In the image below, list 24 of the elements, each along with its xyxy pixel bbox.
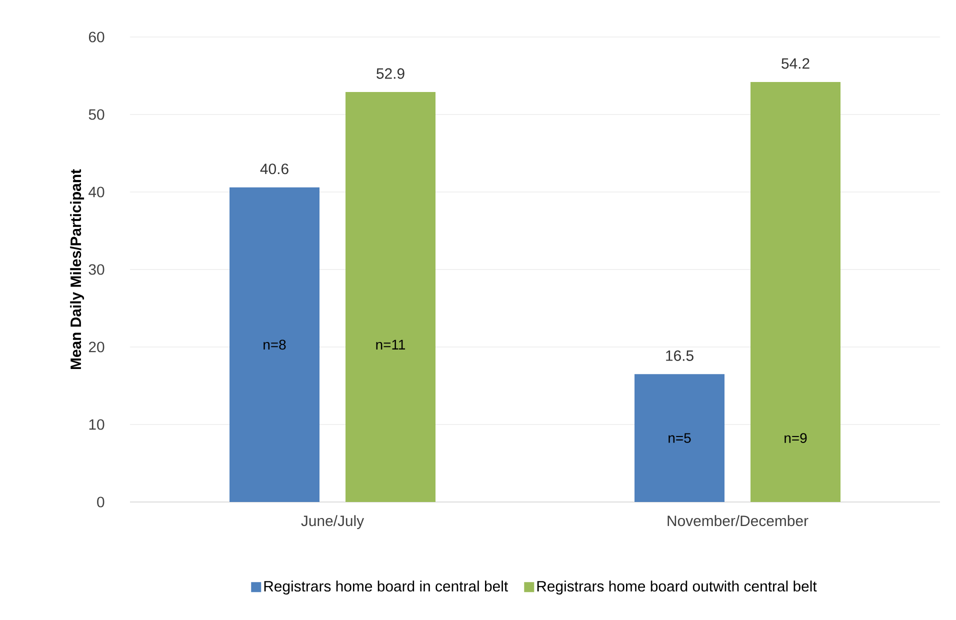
data-label: 52.9 [376, 68, 404, 79]
bar [634, 374, 725, 502]
legend-label: Registrars home board in central belt [264, 580, 508, 595]
annotation: n=9 [784, 433, 807, 444]
x-tick-label: November/December [668, 515, 808, 526]
y-tick-label: 60 [88, 32, 104, 42]
data-label: 40.6 [260, 164, 288, 174]
y-tick-label: 50 [88, 109, 104, 120]
bar [750, 82, 841, 502]
legend-label: Registrars home board outwith central belt [537, 580, 817, 595]
x-tick-label: June/July [301, 515, 364, 530]
y-tick-label: 40 [88, 186, 104, 198]
annotation: n=5 [668, 433, 691, 443]
data-label: 16.5 [666, 350, 694, 361]
y-tick-label: 30 [88, 264, 104, 275]
annotation: n=8 [264, 340, 286, 350]
y-tick-label: 10 [89, 419, 104, 430]
annotation: n=11 [376, 340, 406, 350]
y-tick-label: 20 [88, 342, 104, 352]
y-axis-title: Mean Daily Miles/Participant [70, 169, 84, 369]
data-label: 54.2 [782, 58, 810, 69]
bar [230, 187, 320, 502]
y-tick-label: 0 [97, 496, 104, 508]
bar [346, 92, 436, 502]
